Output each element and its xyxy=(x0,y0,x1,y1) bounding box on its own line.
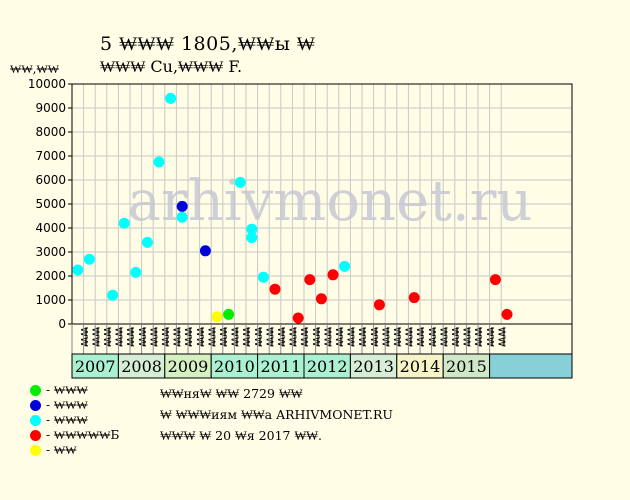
year-label: 2011 xyxy=(260,357,301,376)
year-label: 2009 xyxy=(168,357,209,376)
data-point xyxy=(118,217,130,229)
year-cell xyxy=(349,353,398,379)
data-point xyxy=(408,292,420,304)
legend-item: - ₩₩₩ xyxy=(30,413,119,428)
chart-subtitle: ₩₩₩ Cu,₩₩₩ F. xyxy=(100,57,243,76)
source-note: ₩₩ня₩ ₩₩ 2729 ₩₩ ₩ ₩₩₩иям ₩₩а ARHIVMONET… xyxy=(160,383,393,446)
data-point xyxy=(83,253,95,265)
legend-label: - ₩₩₩₩₩Б xyxy=(46,428,120,442)
legend-item: - ₩₩₩ xyxy=(30,398,119,413)
y-tick-label: 7000 xyxy=(35,149,66,163)
y-axis-label: ₩₩,₩₩ xyxy=(10,62,60,76)
legend-item: - ₩₩ xyxy=(30,443,119,458)
chart-title: 5 ₩₩₩ 1805,₩₩ы ₩ xyxy=(100,33,316,55)
y-tick-label: 4000 xyxy=(35,221,66,235)
y-tick-label: 5000 xyxy=(35,197,66,211)
year-label: 2013 xyxy=(353,357,394,376)
year-cell-extra xyxy=(489,353,573,379)
data-point xyxy=(107,289,119,301)
legend-swatch xyxy=(30,400,41,411)
data-point xyxy=(373,299,385,311)
note-line: ₩₩ня₩ ₩₩ 2729 ₩₩ xyxy=(160,386,303,401)
y-tick-label: 8000 xyxy=(35,125,66,139)
y-tick-label: 10000 xyxy=(28,77,66,91)
legend-label: - ₩₩₩ xyxy=(46,413,88,427)
year-label: 2007 xyxy=(75,357,116,376)
data-point xyxy=(339,260,351,272)
note-line: ₩ ₩₩₩иям ₩₩а ARHIVMONET.RU xyxy=(160,407,393,422)
data-point xyxy=(304,274,316,286)
data-point xyxy=(72,264,84,276)
data-point xyxy=(176,211,188,223)
data-point xyxy=(176,200,188,212)
legend-label: - ₩₩ xyxy=(46,443,77,457)
data-point xyxy=(246,232,258,244)
legend-swatch xyxy=(30,445,41,456)
y-tick-label: 3000 xyxy=(35,245,66,259)
data-point xyxy=(257,271,269,283)
y-tick-label: 1000 xyxy=(35,293,66,307)
year-label: 2014 xyxy=(400,357,441,376)
legend-label: - ₩₩₩ xyxy=(46,383,88,397)
legend-swatch xyxy=(30,415,41,426)
y-tick-label: 0 xyxy=(58,317,66,331)
note-line: ₩₩₩ ₩ 20 ₩я 2017 ₩₩. xyxy=(160,428,323,443)
data-point xyxy=(234,176,246,188)
year-label: 2010 xyxy=(214,357,255,376)
data-point xyxy=(292,312,304,324)
legend-item: - ₩₩₩₩₩Б xyxy=(30,428,119,443)
data-point xyxy=(199,245,211,257)
data-point xyxy=(269,283,281,295)
data-point xyxy=(501,308,513,320)
year-label: 2012 xyxy=(307,357,348,376)
data-point xyxy=(165,92,177,104)
slot-label: ₩₩ xyxy=(495,327,506,347)
legend-swatch xyxy=(30,385,41,396)
y-tick-label: 9000 xyxy=(35,101,66,115)
year-label: 2015 xyxy=(446,357,487,376)
data-point xyxy=(246,223,258,235)
legend-item: - ₩₩₩ xyxy=(30,383,119,398)
data-point xyxy=(223,308,235,320)
data-point xyxy=(153,156,165,168)
year-cell xyxy=(396,353,444,379)
y-tick-label: 2000 xyxy=(35,269,66,283)
legend: - ₩₩₩ - ₩₩₩ - ₩₩₩ - ₩₩₩₩₩Б - ₩₩ xyxy=(30,383,119,458)
data-point xyxy=(141,236,153,248)
data-point xyxy=(315,293,327,305)
year-label: 2008 xyxy=(121,357,162,376)
legend-label: - ₩₩₩ xyxy=(46,398,88,412)
data-point xyxy=(130,266,142,278)
data-point xyxy=(211,311,223,323)
year-cell xyxy=(442,353,491,379)
y-tick-label: 6000 xyxy=(35,173,66,187)
data-point xyxy=(327,269,339,281)
legend-swatch xyxy=(30,430,41,441)
year-cell xyxy=(257,353,305,379)
year-cell xyxy=(71,353,119,379)
data-point xyxy=(489,274,501,286)
